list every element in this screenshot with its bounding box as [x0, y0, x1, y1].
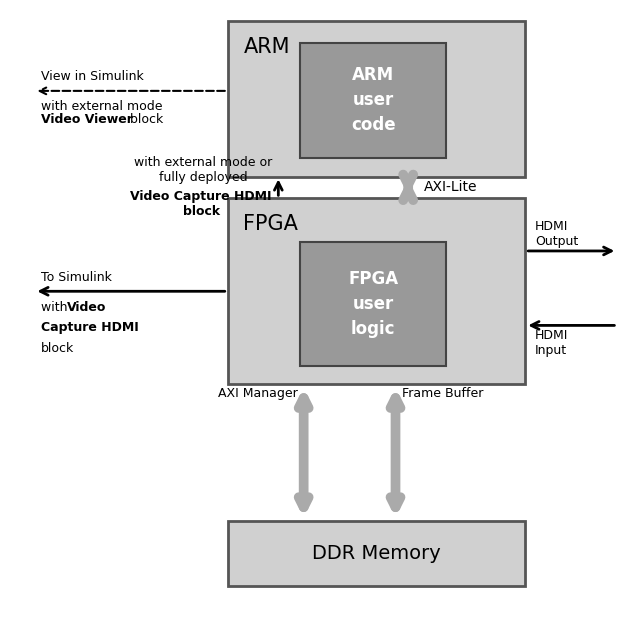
Text: with external mode: with external mode [41, 100, 162, 128]
Text: AXI Manager: AXI Manager [217, 387, 297, 401]
Text: Video Viewer: Video Viewer [41, 113, 133, 126]
Text: FPGA
user
logic: FPGA user logic [348, 270, 398, 337]
Text: Video Capture HDMI
block: Video Capture HDMI block [130, 190, 272, 218]
Bar [300, 43, 446, 158]
Text: block: block [41, 342, 74, 355]
Text: Capture HDMI: Capture HDMI [41, 321, 139, 334]
Text: ARM: ARM [243, 37, 290, 57]
Text: with: with [41, 300, 72, 314]
Text: HDMI
Input: HDMI Input [535, 329, 568, 357]
Text: FPGA: FPGA [243, 213, 298, 233]
Bar [227, 21, 525, 177]
Text: HDMI
Output: HDMI Output [535, 220, 578, 248]
Text: View in Simulink: View in Simulink [41, 71, 144, 83]
Text: block: block [127, 113, 164, 126]
Text: Frame Buffer: Frame Buffer [402, 387, 483, 401]
Bar [227, 521, 525, 586]
Text: with external mode or
fully deployed: with external mode or fully deployed [134, 156, 272, 184]
Text: DDR Memory: DDR Memory [312, 544, 441, 563]
Text: Video: Video [67, 300, 107, 314]
Text: AXI-Lite: AXI-Lite [424, 180, 477, 194]
Bar [300, 242, 446, 366]
Text: ARM
user
code: ARM user code [351, 66, 396, 135]
Text: To Simulink: To Simulink [41, 271, 112, 284]
Bar [227, 198, 525, 384]
